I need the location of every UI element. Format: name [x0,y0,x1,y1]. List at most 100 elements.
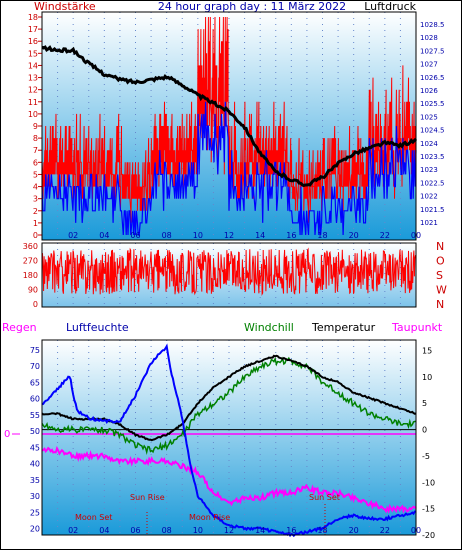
wind-tick-label: 16 [28,37,38,46]
panel3-hour-label: 22 [380,526,390,535]
panel3-hour-label: 08 [162,526,172,535]
panel3-hour-label: 02 [68,526,78,535]
annotation-sun-set: Sun Set [309,493,340,502]
panel1-hour-label: 04 [99,231,109,240]
header-right-label: Luftdruck [364,0,416,13]
wind-tick-label: 9 [33,122,38,131]
pressure-tick-label: 1028 [420,34,438,42]
panel3-hour-label: 14 [255,526,265,535]
humidity-tick-label: 60 [30,395,40,404]
humidity-tick-label: 50 [30,427,40,436]
annotation-moon-rise: Moon Rise [189,513,230,522]
panel1-hour-label: 20 [349,231,359,240]
pressure-tick-label: 1023 [420,166,438,174]
pressure-tick-label: 1025 [420,113,438,121]
panel1-hour-label: 18 [317,231,327,240]
legend-rain: Regen [2,321,37,334]
legend-windchill: Windchill [244,321,294,334]
panel3-hour-label: 10 [193,526,203,535]
humidity-tick-label: 75 [30,346,40,355]
wind-tick-label: 11 [28,98,38,107]
panel1-hour-label: 14 [255,231,265,240]
wind-tick-label: 3 [33,195,38,204]
windchill-series [41,356,417,455]
direction-tick-label: 360 [23,242,38,251]
humidity-tick-label: 55 [30,411,40,420]
panel3-hour-label: 18 [317,526,327,535]
pressure-tick-label: 1024 [420,140,438,148]
direction-tick-label: 180 [23,271,38,280]
wind-tick-label: 8 [33,134,38,143]
panel1-hour-label: 10 [193,231,203,240]
humidity-tick-label: 70 [30,362,40,371]
temperature-series [41,354,417,442]
header-left-label: Windstärke [34,0,96,13]
temperature-tick-label: -10 [422,478,435,487]
direction-tick-label: 0 [33,300,38,309]
humidity-tick-label: 35 [30,476,40,485]
panel-wind-pressure-border [41,11,417,241]
panel3-hour-label: 04 [99,526,109,535]
temperature-tick-label: 10 [422,373,432,382]
wind-tick-label: 7 [33,146,38,155]
wind-tick-label: 13 [28,74,38,83]
annotation-moon-set: Moon Set [75,513,112,522]
panel-temperature-border [41,339,417,536]
wind-tick-label: 17 [28,25,38,34]
pressure-tick-label: 1023.5 [420,153,445,161]
direction-tick-label: 90 [28,286,38,295]
wind-tick-label: 14 [28,61,38,70]
temperature-tick-label: 0 [422,426,427,435]
humidity-tick-label: 40 [30,460,40,469]
direction-compass-label: S [436,269,443,282]
humidity-tick-label: 30 [30,492,40,501]
pressure-tick-label: 1028.5 [420,21,445,29]
pressure-tick-label: 1021 [420,219,438,227]
direction-compass-label: O [436,255,445,268]
wind-tick-label: 18 [28,13,38,22]
humidity-tick-label: 45 [30,443,40,452]
wind-tick-label: 6 [33,158,38,167]
wind-direction-series [41,247,417,297]
rain-zero-label: 0 [4,429,10,440]
wind-tick-label: 5 [33,170,38,179]
humidity-tick-label: 20 [30,525,40,534]
pressure-tick-label: 1022.5 [420,179,445,187]
panel3-hour-label: 12 [224,526,234,535]
pressure-tick-label: 1027.5 [420,47,445,55]
annotation-sun-rise: Sun Rise [130,493,165,502]
dewpoint-series [41,445,417,515]
wind-tick-label: 0 [33,231,38,240]
panel-wind-direction-border [41,242,417,308]
pressure-tick-label: 1027 [420,61,438,69]
pressure-series [41,45,418,188]
temperature-tick-label: -5 [422,452,430,461]
panel1-hour-label: 02 [68,231,78,240]
pressure-tick-label: 1021.5 [420,206,445,214]
panel-temperature [42,340,416,535]
direction-compass-label: N [436,298,444,311]
wind-tick-label: 15 [28,49,38,58]
wind-tick-label: 2 [33,207,38,216]
panel1-hour-label: 06 [130,231,140,240]
pressure-tick-label: 1022 [420,193,438,201]
direction-tick-label: 270 [23,257,38,266]
temperature-tick-label: 15 [422,347,432,356]
humidity-tick-label: 65 [30,378,40,387]
humidity-tick-label: 25 [30,508,40,517]
panel3-hour-label: 06 [130,526,140,535]
temperature-tick-label: -15 [422,505,435,514]
wind-tick-label: 10 [28,110,38,119]
panel3-hour-label: 20 [349,526,359,535]
direction-compass-label: N [436,240,444,253]
temperature-tick-label: -20 [422,531,435,540]
panel1-hour-label: 16 [286,231,296,240]
legend-temperature: Temperatur [311,321,376,334]
wind-tick-label: 12 [28,86,38,95]
pressure-tick-label: 1026 [420,87,438,95]
panel3-hour-label: 16 [286,526,296,535]
chart-title: 24 hour graph day : 11 März 2022 [158,0,346,13]
wind-tick-label: 4 [33,183,38,192]
